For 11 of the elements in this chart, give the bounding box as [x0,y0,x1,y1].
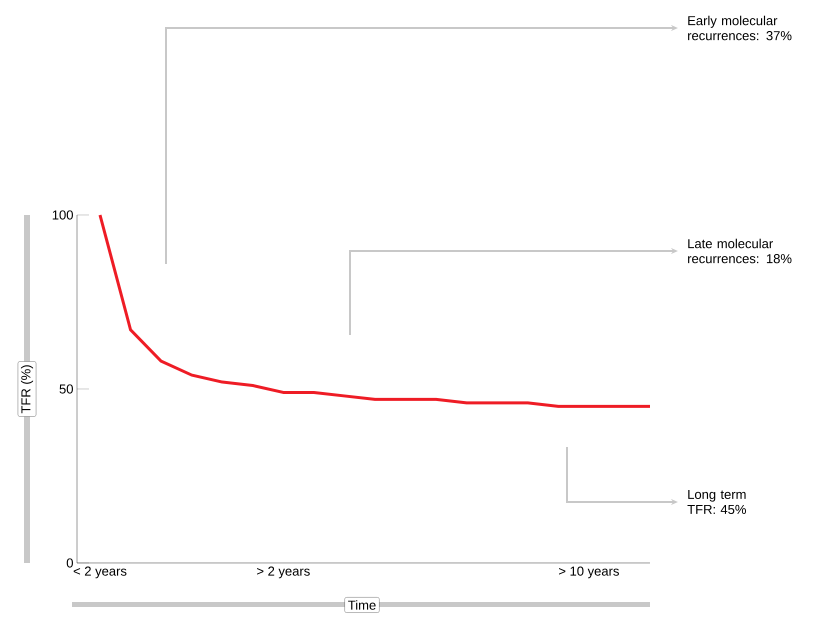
x-tick-label: < 2 years [74,566,126,578]
y-tick-label: 0 [66,558,73,568]
text: Long term TFR: 45% [688,490,746,514]
y-tick-label: 100 [52,210,73,220]
y-axis-title: TFR (%) [20,365,34,414]
x-axis-title: Time [348,600,376,610]
text: Late molecular recurrences: 18% [688,238,792,264]
text: Early molecular recurrences: 37% [688,16,792,40]
x-tick-label: > 10 years [559,566,619,578]
y-tick-label: 50 [60,384,73,394]
x-tick-label: > 2 years [257,566,310,578]
